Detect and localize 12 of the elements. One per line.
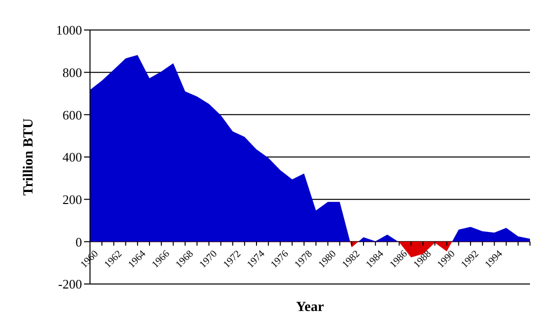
y-tick-label: 0	[76, 234, 82, 250]
y-tick-label: 600	[62, 107, 82, 122]
x-tick-label: 1978	[292, 248, 315, 270]
y-axis-title: Trillion BTU	[22, 118, 38, 196]
x-axis-title: Year	[295, 300, 325, 316]
x-tick-label: 1992	[459, 248, 482, 270]
x-tick-label: 1988	[412, 248, 434, 270]
y-tick-label: -200	[58, 276, 82, 292]
y-tick-label: 200	[62, 192, 82, 207]
y-tick-label: 400	[62, 150, 82, 165]
y-tick-label: 800	[62, 64, 82, 80]
y-tick-label: 1000	[56, 22, 82, 38]
